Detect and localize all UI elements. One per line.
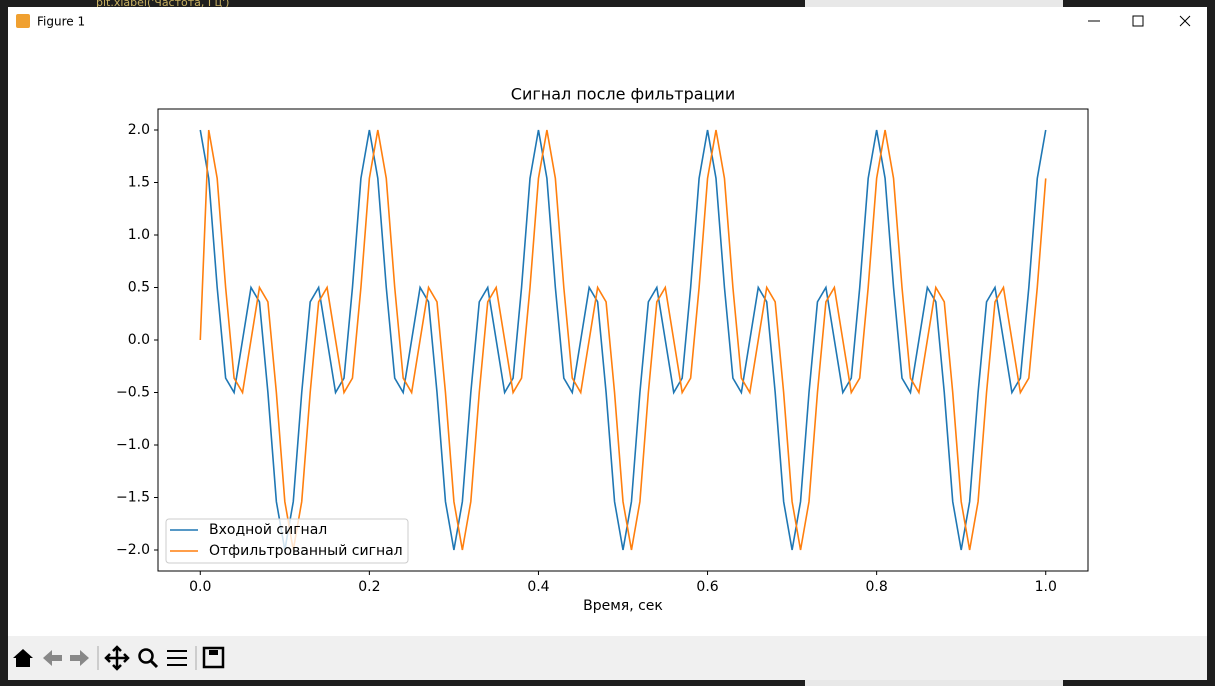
legend-label: Входной сигнал <box>209 522 327 538</box>
x-tick-label: 0.6 <box>696 579 718 595</box>
zoom-button[interactable] <box>138 648 154 664</box>
y-tick-label: 2.0 <box>128 122 150 138</box>
series-line <box>199 129 1047 551</box>
back-button[interactable] <box>43 650 62 666</box>
pan-button[interactable] <box>104 645 130 671</box>
background-code: plt.xlabel('Частота, Гц') <box>96 0 229 9</box>
save-icon-part <box>209 650 218 655</box>
window-title: Figure 1 <box>37 15 85 29</box>
configure-button[interactable] <box>167 650 187 666</box>
y-tick-label: −1.0 <box>116 437 150 453</box>
legend-label: Отфильтрованный сигнал <box>209 543 403 559</box>
x-axis-label: Время, сек <box>583 598 663 614</box>
series-line <box>199 129 1047 551</box>
x-tick-label: 0.4 <box>527 579 549 595</box>
x-tick-label: 1.0 <box>1035 579 1057 595</box>
home-button[interactable] <box>13 649 33 667</box>
x-tick-label: 0.0 <box>189 579 211 595</box>
y-tick-label: −1.5 <box>116 490 150 506</box>
y-tick-label: 1.0 <box>128 227 150 243</box>
legend-box <box>165 518 409 564</box>
save-button[interactable] <box>202 646 225 669</box>
y-tick-label: −0.5 <box>116 385 150 401</box>
zoom-handle <box>149 659 159 669</box>
forward-button[interactable] <box>70 650 89 666</box>
chart-title: Сигнал после фильтрации <box>511 85 735 104</box>
y-tick-label: 0.5 <box>128 280 150 296</box>
y-tick-label: 0.0 <box>128 332 150 348</box>
close-button[interactable] <box>1179 15 1191 27</box>
maximize-button[interactable] <box>1132 15 1144 27</box>
app-icon <box>16 14 30 28</box>
x-tick-label: 0.2 <box>358 579 380 595</box>
y-tick-label: −2.0 <box>116 542 150 558</box>
toolbar <box>8 636 1207 680</box>
x-tick-label: 0.8 <box>866 579 888 595</box>
y-tick-label: 1.5 <box>128 175 150 191</box>
